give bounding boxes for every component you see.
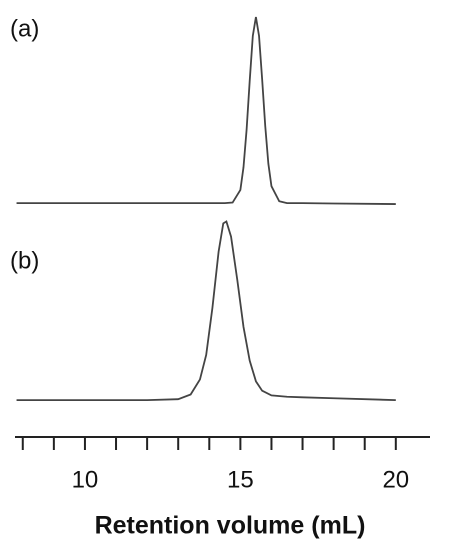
- chromatogram-trace: [16, 16, 396, 205]
- panel-label: (a): [10, 15, 39, 42]
- x-tick-label: 20: [382, 466, 409, 493]
- x-tick-label: 15: [227, 466, 254, 493]
- chromatogram-trace: [16, 220, 396, 402]
- x-axis-label: Retention volume (mL): [95, 512, 366, 540]
- x-tick-label: 10: [72, 466, 99, 493]
- panel-label: (b): [10, 247, 39, 274]
